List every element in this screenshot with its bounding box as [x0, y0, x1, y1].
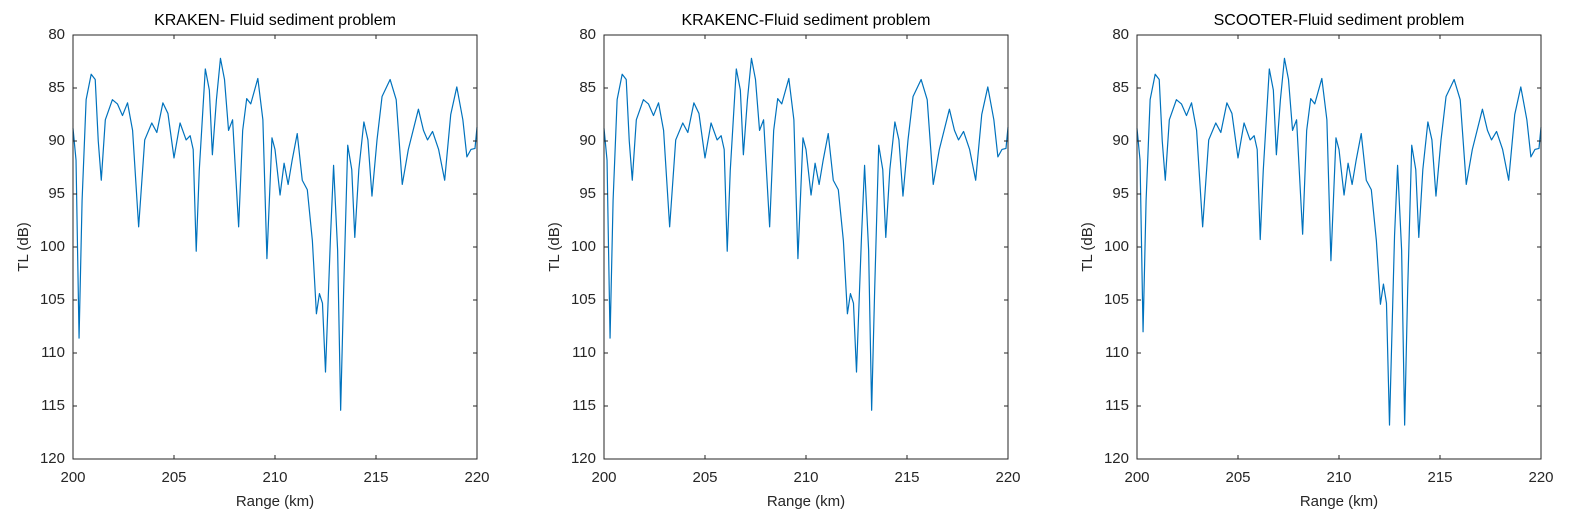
- y-tick-label: 85: [48, 79, 65, 96]
- chart-title: KRAKENC-Fluid sediment problem: [682, 12, 931, 29]
- x-tick-label: 210: [793, 469, 818, 486]
- plot-area: [604, 35, 1008, 459]
- y-tick-label: 105: [40, 291, 65, 308]
- y-axis-label: TL (dB): [15, 222, 32, 271]
- plot-area: [73, 35, 477, 459]
- y-tick-label: 100: [1104, 238, 1129, 255]
- x-tick-label: 210: [262, 469, 287, 486]
- x-tick-label: 220: [995, 469, 1020, 486]
- y-tick-label: 110: [572, 344, 596, 361]
- x-axis-label: Range (km): [236, 493, 314, 510]
- x-axis-label: Range (km): [1300, 493, 1378, 510]
- plot-area: [1137, 35, 1541, 459]
- x-tick-label: 200: [1124, 469, 1149, 486]
- x-tick-label: 210: [1326, 469, 1351, 486]
- y-tick-label: 80: [48, 26, 65, 43]
- y-tick-label: 105: [1104, 291, 1129, 308]
- y-tick-label: 90: [1112, 132, 1129, 149]
- y-tick-label: 80: [1112, 26, 1129, 43]
- y-tick-label: 120: [1104, 450, 1129, 467]
- y-tick-label: 100: [571, 238, 596, 255]
- y-tick-label: 95: [579, 185, 596, 202]
- x-tick-label: 220: [464, 469, 489, 486]
- x-tick-label: 215: [894, 469, 919, 486]
- data-line: [72, 57, 478, 411]
- y-tick-label: 115: [1105, 397, 1129, 414]
- y-tick-label: 115: [572, 397, 596, 414]
- y-tick-label: 85: [579, 79, 596, 96]
- y-tick-label: 100: [40, 238, 65, 255]
- y-tick-label: 80: [579, 26, 596, 43]
- y-tick-label: 110: [41, 344, 65, 361]
- data-line: [1136, 57, 1542, 426]
- y-tick-label: 105: [571, 291, 596, 308]
- y-tick-label: 85: [1112, 79, 1129, 96]
- y-tick-label: 120: [40, 450, 65, 467]
- y-tick-label: 110: [1105, 344, 1129, 361]
- y-axis-label: TL (dB): [546, 222, 563, 271]
- x-tick-label: 205: [692, 469, 717, 486]
- y-tick-label: 90: [579, 132, 596, 149]
- x-axis-label: Range (km): [767, 493, 845, 510]
- y-tick-label: 95: [48, 185, 65, 202]
- chart-title: SCOOTER-Fluid sediment problem: [1214, 12, 1465, 29]
- data-line: [603, 57, 1009, 411]
- y-axis-label: TL (dB): [1079, 222, 1096, 271]
- x-tick-label: 220: [1528, 469, 1553, 486]
- x-tick-label: 215: [363, 469, 388, 486]
- y-tick-label: 120: [571, 450, 596, 467]
- x-tick-label: 205: [1225, 469, 1250, 486]
- x-tick-label: 205: [161, 469, 186, 486]
- chart-title: KRAKEN- Fluid sediment problem: [154, 12, 396, 29]
- x-tick-label: 200: [591, 469, 616, 486]
- chart-panel: 200 205 210 215 220 80 85 90 95 100 105 110 115 120 KR…: [15, 12, 490, 510]
- chart-panel: 200 205 210 215 220 80 85 90 95 100 105 110 115 120 KR…: [546, 12, 1021, 510]
- x-tick-label: 215: [1427, 469, 1452, 486]
- chart-panel: 200 205 210 215 220 80 85 90 95 100 105 110 115 120 SC…: [1079, 12, 1554, 510]
- y-tick-label: 90: [48, 132, 65, 149]
- x-tick-label: 200: [60, 469, 85, 486]
- y-tick-label: 115: [41, 397, 65, 414]
- y-tick-label: 95: [1112, 185, 1129, 202]
